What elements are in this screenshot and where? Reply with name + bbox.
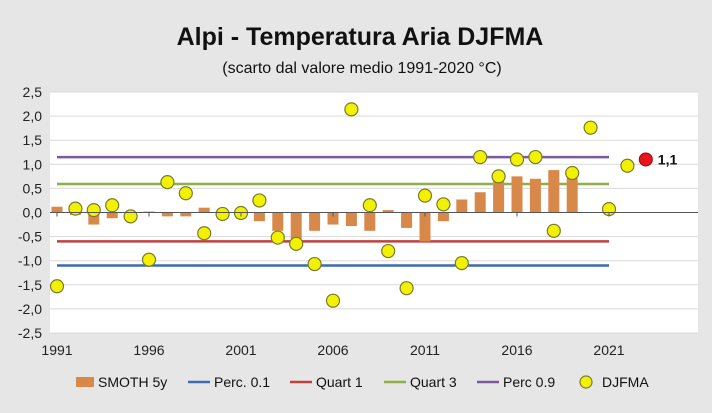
djfma-point — [289, 236, 304, 251]
legend-djfma: DJFMA — [579, 374, 649, 390]
x-tick-label: 2016 — [501, 342, 532, 358]
legend-perc-09: Perc 0.9 — [477, 374, 555, 390]
legend-quart-1: Quart 1 — [290, 374, 363, 390]
legend-quart-3: Quart 3 — [384, 374, 457, 390]
smooth-bar — [198, 207, 210, 213]
djfma-point — [86, 202, 101, 218]
djfma-point — [399, 281, 414, 296]
djfma-point — [473, 149, 488, 165]
djfma-point — [49, 279, 65, 294]
chart-title: Alpi - Temperatura Aria DJFMA — [177, 23, 544, 51]
x-tick-label: 2021 — [593, 342, 624, 358]
smooth-bar — [474, 192, 486, 213]
legend-label: DJFMA — [602, 374, 649, 390]
axis-layer: 2,52,01,51,00,50,0-0,5-1,0-1,5-2,0-2,519… — [18, 84, 698, 358]
djfma-point — [197, 226, 212, 241]
djfma-point — [583, 120, 598, 135]
smooth-bar — [309, 212, 321, 231]
legend-label: SMOTH 5y — [98, 374, 167, 390]
x-tick-label: 2001 — [225, 342, 256, 358]
smooth-bar — [290, 212, 302, 240]
y-tick-label: 0,5 — [23, 180, 43, 196]
djfma-point — [141, 252, 157, 267]
x-tick-label: 2006 — [317, 342, 348, 358]
smooth-bar — [253, 212, 265, 222]
chart-subtitle: (scarto dal valore medio 1991-2020 °C) — [222, 60, 501, 77]
djfma-point — [528, 149, 543, 165]
smooth-bar — [566, 177, 578, 213]
legend: SMOTH 5y Perc. 0.1 Quart 1 Quart 3 Perc 0.9 D… — [76, 374, 649, 390]
legend-label: Quart 1 — [316, 374, 363, 390]
djfma-point — [362, 198, 377, 213]
smooth-bar — [437, 212, 449, 222]
smooth-bar — [419, 212, 431, 242]
highlight-point — [638, 152, 653, 167]
djfma-point — [344, 102, 359, 117]
djfma-point — [620, 158, 635, 173]
smooth-bar — [511, 176, 523, 213]
legend-label: Quart 3 — [410, 374, 457, 390]
djfma-point — [546, 223, 561, 238]
legend-swatch — [579, 375, 593, 389]
highlight-label: 1,1 — [658, 151, 678, 167]
djfma-point — [509, 152, 525, 167]
legend-label: Perc. 0.1 — [214, 374, 270, 390]
djfma-point — [68, 201, 83, 216]
smooth-bar — [327, 212, 339, 225]
djfma-point — [307, 256, 322, 272]
legend-perc-01: Perc. 0.1 — [188, 374, 270, 390]
smooth-bar — [180, 212, 192, 217]
x-tick-label: 1991 — [41, 342, 72, 358]
djfma-point — [325, 293, 341, 308]
smooth-bar — [345, 212, 357, 226]
legend-smooth: SMOTH 5y — [76, 374, 167, 390]
y-tick-label: -2,0 — [18, 301, 42, 317]
smooth-bar — [529, 178, 541, 213]
y-tick-label: -1,0 — [18, 253, 42, 269]
smooth-bar — [456, 199, 468, 213]
djfma-point — [491, 169, 506, 184]
djfma-point — [178, 186, 193, 201]
djfma-point — [252, 193, 267, 208]
djfma-point — [215, 206, 230, 222]
smooth-bar — [548, 170, 560, 213]
y-tick-label: 1,0 — [23, 156, 43, 172]
highlight-layer: 1,1 — [638, 151, 678, 167]
djfma-point — [123, 209, 138, 224]
y-tick-label: -0,5 — [18, 229, 42, 245]
x-tick-label: 1996 — [133, 342, 164, 358]
smooth-bar — [88, 212, 100, 225]
smooth-bar — [493, 181, 505, 213]
smooth-bar — [161, 212, 173, 217]
smooth-bar — [401, 212, 413, 228]
djfma-points-layer — [49, 102, 635, 308]
y-tick-label: 0,0 — [23, 205, 43, 221]
djfma-point — [436, 197, 451, 212]
legend-label: Perc 0.9 — [503, 374, 555, 390]
y-tick-label: 2,5 — [23, 84, 43, 100]
djfma-point — [270, 230, 285, 245]
djfma-point — [381, 243, 396, 259]
smooth-bar — [364, 212, 376, 231]
x-tick-label: 2011 — [410, 342, 440, 358]
djfma-point — [454, 256, 469, 271]
y-tick-label: 2,0 — [23, 108, 43, 124]
djfma-point — [417, 188, 433, 203]
smooth-bar — [106, 212, 118, 219]
smooth-bar — [272, 212, 284, 231]
y-tick-label: 1,5 — [23, 132, 43, 148]
legend-swatch — [76, 377, 94, 387]
djfma-point — [105, 198, 120, 213]
djfma-point — [160, 175, 175, 190]
smooth-bar — [51, 206, 63, 213]
smooth-bar — [382, 210, 394, 213]
djfma-point — [565, 165, 580, 181]
y-tick-label: -1,5 — [18, 277, 42, 293]
y-tick-label: -2,5 — [18, 325, 42, 341]
